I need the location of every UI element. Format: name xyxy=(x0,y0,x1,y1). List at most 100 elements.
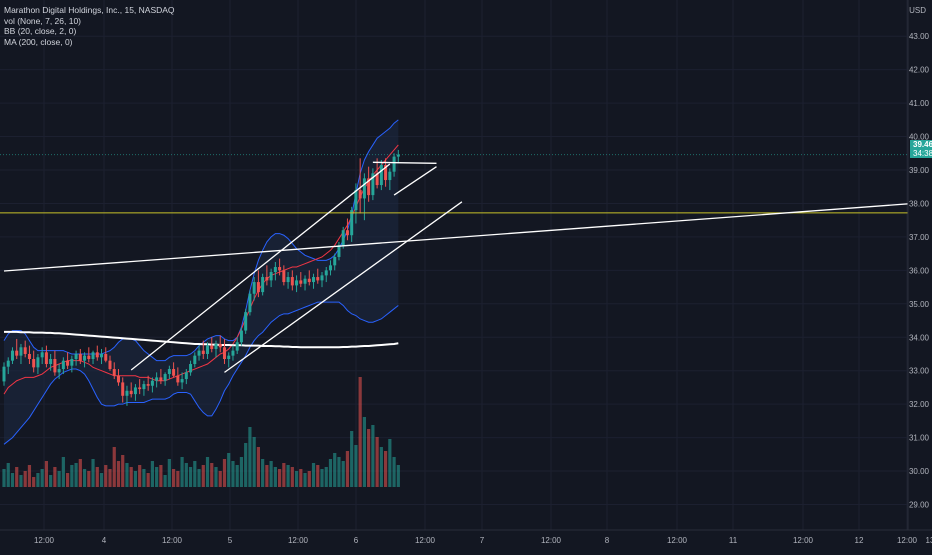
volume-bar xyxy=(214,467,218,487)
volume-bar xyxy=(15,467,19,487)
volume-bar xyxy=(320,469,324,487)
candle-body xyxy=(345,230,349,236)
price-axis-label: 34.00 xyxy=(909,333,930,342)
volume-bar xyxy=(87,471,91,487)
volume-bar xyxy=(180,457,184,487)
candle-body xyxy=(337,245,341,257)
candle-body xyxy=(23,347,27,354)
last-price-tag: 39.46 xyxy=(910,140,932,149)
volume-bar xyxy=(328,459,333,487)
volume-bar xyxy=(19,475,23,487)
candle-body xyxy=(163,374,167,381)
candle-body xyxy=(70,359,74,366)
volume-bar xyxy=(74,463,78,487)
time-axis-label: 12:00 xyxy=(897,536,918,545)
price-axis-label: 33.00 xyxy=(909,367,930,376)
candle-body xyxy=(197,350,201,356)
volume-bar xyxy=(188,467,193,487)
candle-body xyxy=(32,359,36,368)
candle-body xyxy=(44,352,48,365)
volume-bar xyxy=(324,467,328,487)
volume-bar xyxy=(371,425,375,487)
price-axis-label: 39.00 xyxy=(909,166,930,175)
volume-bar xyxy=(138,465,142,487)
time-axis-background xyxy=(0,530,932,550)
time-axis-label: 4 xyxy=(102,536,107,545)
volume-bar xyxy=(176,471,180,487)
volume-bar xyxy=(142,469,146,487)
candle-body xyxy=(388,171,392,181)
volume-bar xyxy=(252,437,256,487)
candle-body xyxy=(210,345,214,349)
volume-bar xyxy=(244,443,248,487)
trendline-channel-upper xyxy=(130,163,391,371)
volume-bar xyxy=(53,467,57,487)
volume-bar xyxy=(61,457,65,487)
trendline-channel-lower xyxy=(224,201,463,373)
volume-bar xyxy=(27,465,32,487)
candle-body xyxy=(222,347,226,359)
candle-body xyxy=(350,210,354,236)
candle-body xyxy=(167,369,171,375)
candle-body xyxy=(214,343,218,349)
candle-body xyxy=(146,384,150,386)
volume-bar xyxy=(2,469,6,487)
candle-body xyxy=(235,342,239,351)
candle-body xyxy=(6,360,10,367)
candle-body xyxy=(265,277,269,281)
candle-body xyxy=(184,372,188,380)
candle-body xyxy=(193,355,197,365)
candle-body xyxy=(248,293,252,313)
price-axis-label: 38.00 xyxy=(909,199,930,208)
bb-lower-line xyxy=(3,301,399,445)
candle-body xyxy=(244,312,248,331)
volume-bar xyxy=(112,447,116,487)
bar-countdown-tag: 34:38 xyxy=(910,149,932,158)
candle-body xyxy=(379,164,383,186)
candle-body xyxy=(74,353,78,359)
time-axis-label: 12:00 xyxy=(415,536,436,545)
candle-body xyxy=(333,256,337,266)
indicator-bb-label[interactable]: BB (20, close, 2, 0) xyxy=(4,26,77,37)
indicator-ma-label[interactable]: MA (200, close, 0) xyxy=(4,36,73,47)
price-axis-label: 36.00 xyxy=(909,266,930,275)
time-axis-label: 12:00 xyxy=(541,536,562,545)
candle-body xyxy=(159,377,163,381)
volume-bar xyxy=(231,461,235,487)
volume-bar xyxy=(167,459,171,487)
volume-bar xyxy=(66,473,70,487)
candle-body xyxy=(91,352,95,359)
candle-body xyxy=(83,355,87,361)
volume-bar xyxy=(345,451,350,487)
candle-body xyxy=(142,384,146,390)
candle-body xyxy=(40,352,44,358)
candle-body xyxy=(282,270,286,283)
volume-bar xyxy=(133,471,138,487)
candle-body xyxy=(371,173,375,196)
candle-body xyxy=(273,267,277,273)
candle-body xyxy=(324,270,328,276)
candle-body xyxy=(108,360,112,370)
candle-body xyxy=(261,277,265,293)
volume-bar xyxy=(282,463,286,487)
candle-body xyxy=(95,352,99,358)
candle-body xyxy=(295,280,299,286)
volume-bar xyxy=(350,431,354,487)
candle-body xyxy=(286,277,290,283)
indicator-volume-label[interactable]: vol (None, 7, 26, 10) xyxy=(4,15,82,26)
candle-body xyxy=(252,282,256,294)
price-axis-label: 37.00 xyxy=(909,233,930,242)
volume-bar xyxy=(396,465,400,487)
volume-bar xyxy=(222,459,227,487)
candle-body xyxy=(201,350,205,354)
ma200-line xyxy=(4,330,399,349)
candle-body xyxy=(354,190,358,211)
time-axis-label: 7 xyxy=(480,536,485,545)
currency-label: USD xyxy=(909,6,926,15)
candle-body xyxy=(133,387,137,395)
candle-body xyxy=(138,387,142,390)
volume-bar xyxy=(91,459,95,487)
candle-body xyxy=(155,377,159,381)
